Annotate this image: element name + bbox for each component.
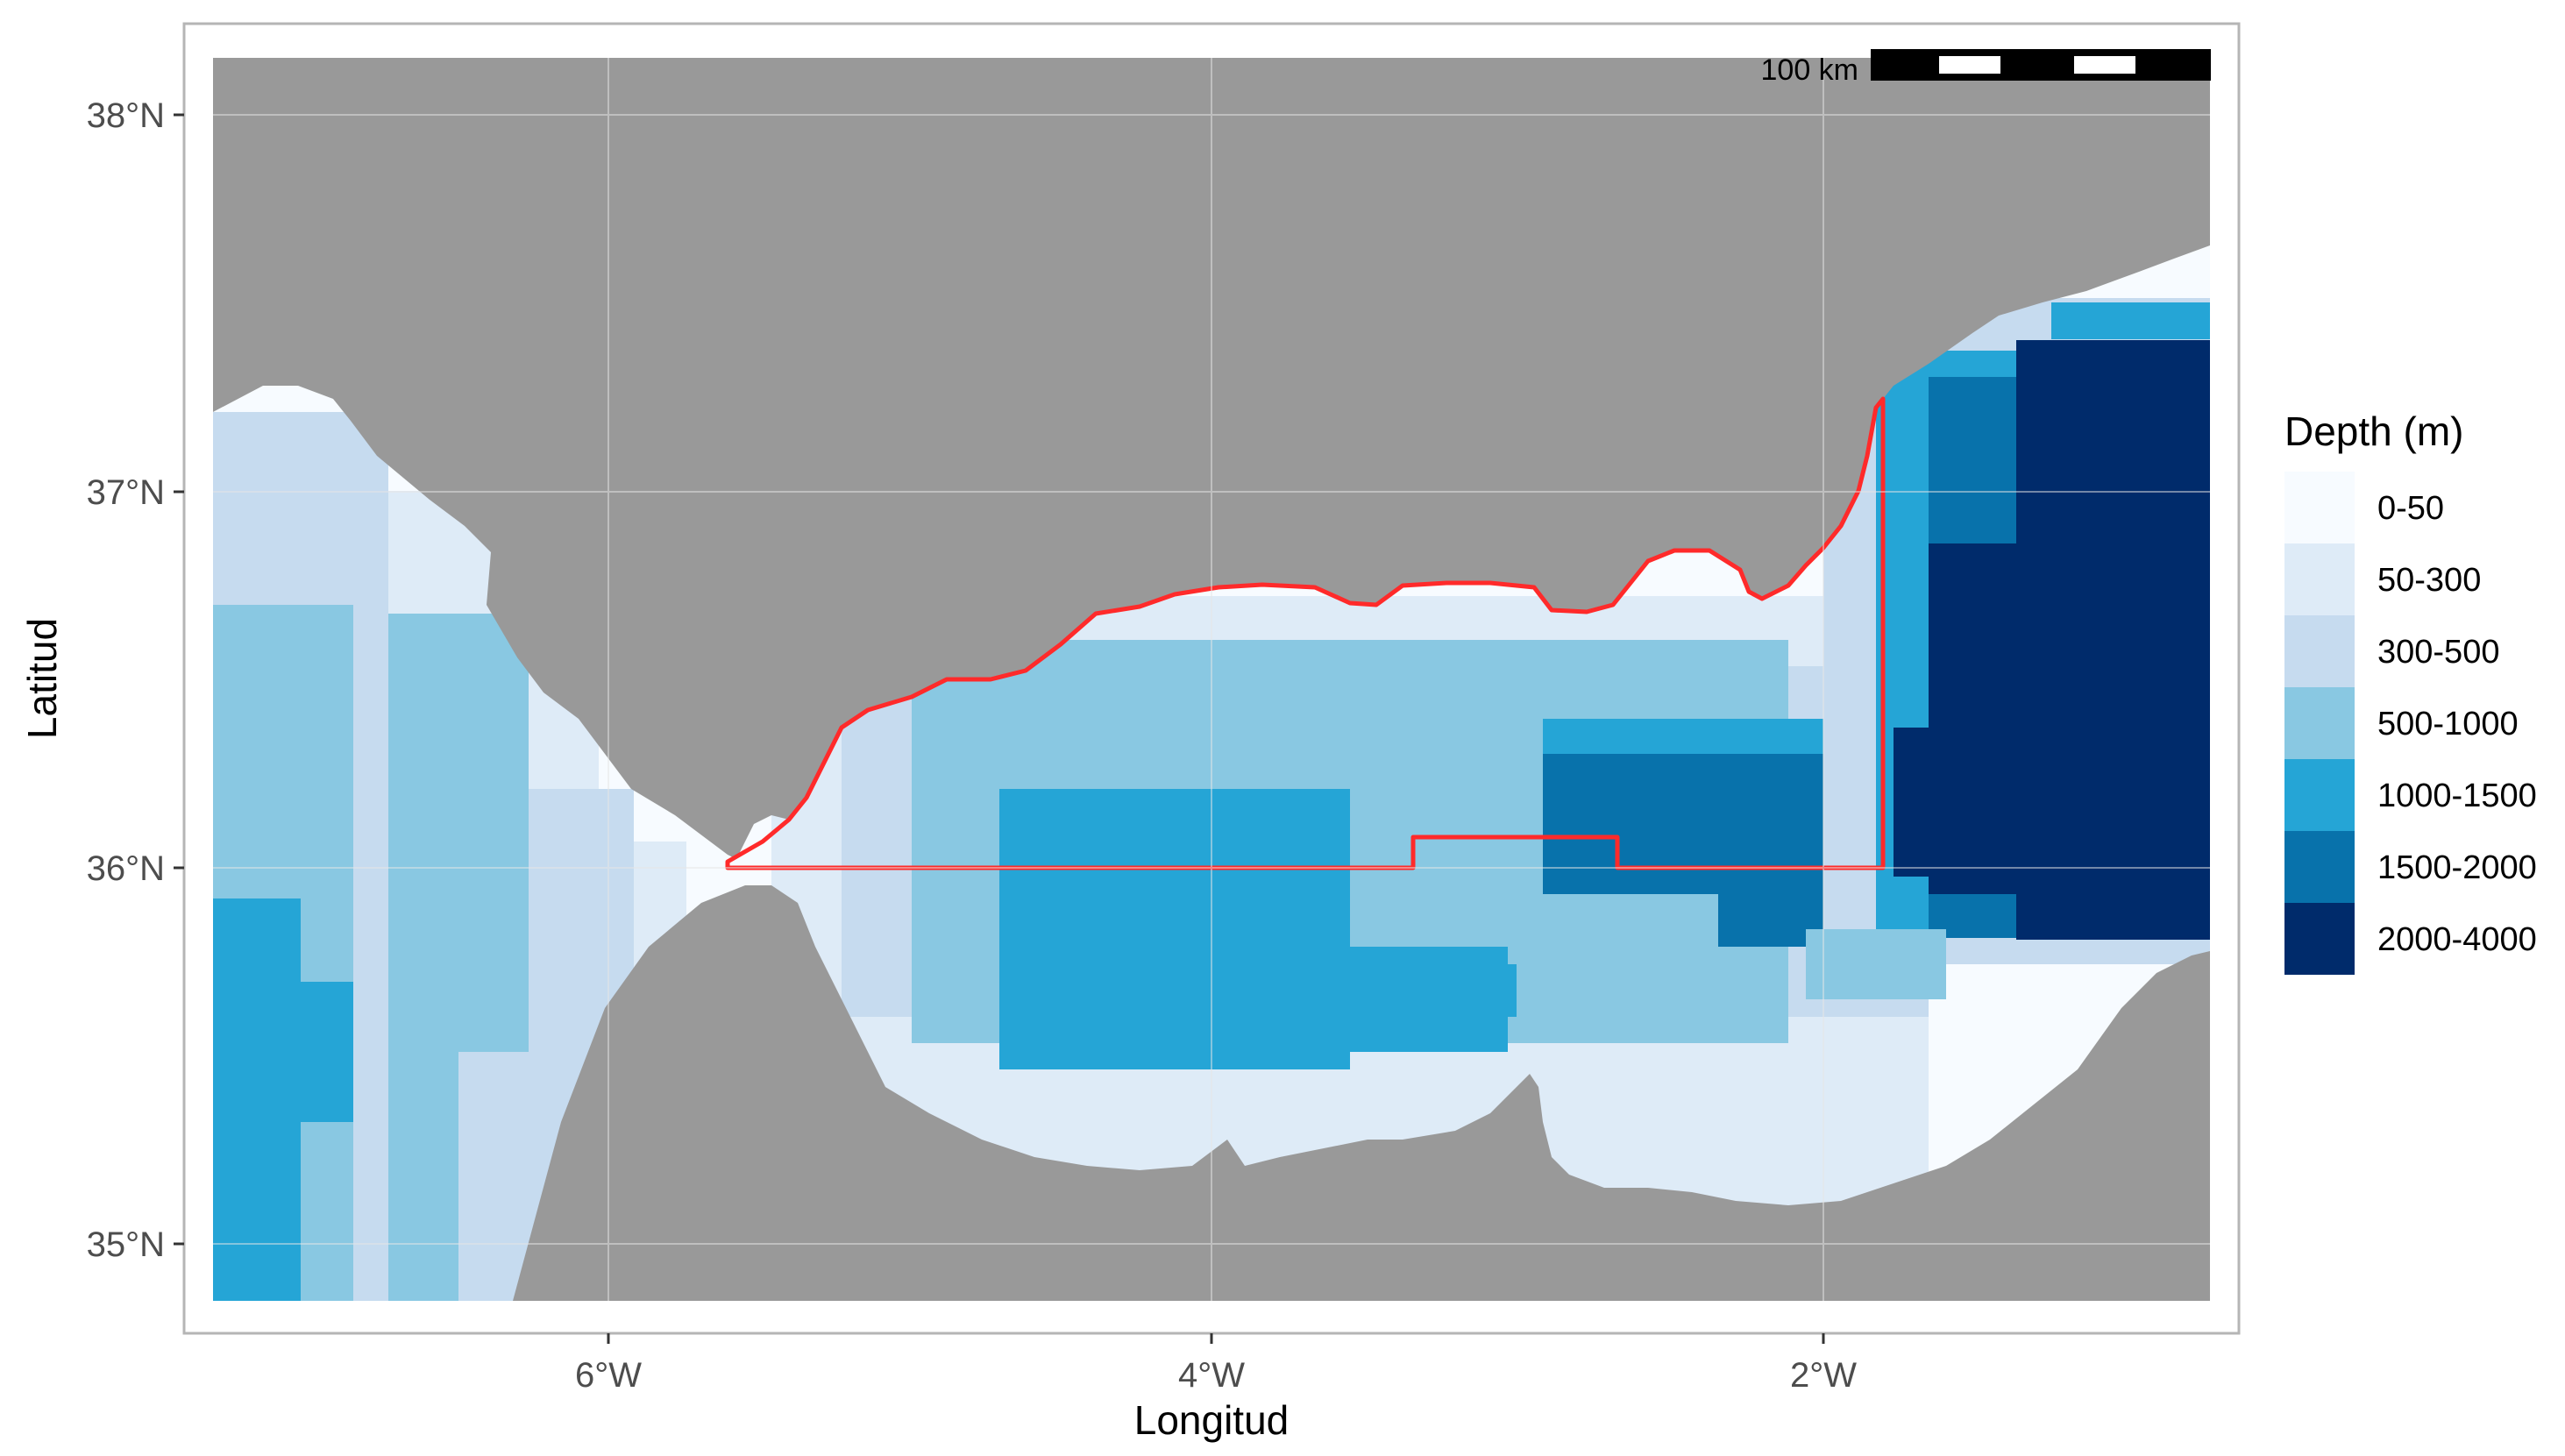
y-tick-label-38: 38°N [87, 96, 165, 135]
legend-label-2: 300-500 [2377, 634, 2499, 671]
legend-key-2 [2284, 615, 2355, 687]
legend-key-6 [2284, 903, 2355, 975]
x-tick-label-4w: 4°W [1178, 1356, 1245, 1395]
scale-bar-label: 100 km [1761, 53, 1859, 87]
x-tick-label-6w: 6°W [575, 1356, 642, 1395]
y-tick-label-36: 36°N [87, 849, 165, 888]
y-tick-label-35: 35°N [87, 1225, 165, 1264]
legend-label-1: 50-300 [2377, 562, 2481, 599]
gridlines [213, 58, 2210, 1301]
legend-label-4: 1000-1500 [2377, 778, 2537, 814]
legend-label-5: 1500-2000 [2377, 849, 2537, 886]
legend-key-5 [2284, 831, 2355, 903]
x-axis-title: Longitud [1134, 1397, 1290, 1443]
legend-label-6: 2000-4000 [2377, 921, 2537, 958]
legend-key-3 [2284, 687, 2355, 759]
legend-label-3: 500-1000 [2377, 706, 2519, 742]
x-axis: 6°W 4°W 2°W Longitud [575, 1333, 1857, 1443]
legend-title: Depth (m) [2284, 408, 2463, 454]
scale-bar: 100 km [1761, 49, 2211, 87]
x-tick-label-2w: 2°W [1790, 1356, 1857, 1395]
legend-key-1 [2284, 543, 2355, 615]
legend-keys [2284, 472, 2355, 975]
y-axis-title: Latitud [19, 618, 65, 739]
legend-key-0 [2284, 472, 2355, 543]
y-tick-label-37: 37°N [87, 473, 165, 512]
study-area-boundary [725, 396, 1886, 870]
legend-label-0: 0-50 [2377, 490, 2444, 527]
legend: Depth (m) 0-50 50-300 300-500 500-1000 1… [2284, 408, 2537, 975]
legend-key-4 [2284, 759, 2355, 831]
y-axis: 38°N 37°N 36°N 35°N Latitud [19, 96, 184, 1264]
